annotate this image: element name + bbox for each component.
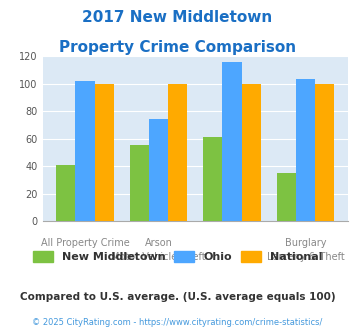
Bar (203, 137, 223, 221)
Bar (223, 62, 241, 221)
Text: Burglary: Burglary (285, 238, 326, 248)
Legend: New Middletown, Ohio, National: New Middletown, Ohio, National (28, 247, 327, 267)
Text: Compared to U.S. average. (U.S. average equals 100): Compared to U.S. average. (U.S. average … (20, 292, 335, 302)
Bar (315, 83, 334, 221)
Text: © 2025 CityRating.com - https://www.cityrating.com/crime-statistics/: © 2025 CityRating.com - https://www.city… (32, 318, 323, 327)
Bar (56, 165, 76, 221)
Bar (277, 173, 296, 221)
Bar (94, 83, 114, 221)
Text: Property Crime Comparison: Property Crime Comparison (59, 40, 296, 54)
Text: Motor Vehicle Theft: Motor Vehicle Theft (111, 252, 206, 262)
Bar (296, 80, 315, 221)
Text: Larceny & Theft: Larceny & Theft (267, 252, 344, 262)
Bar (168, 83, 187, 221)
Text: All Property Crime: All Property Crime (40, 238, 129, 248)
Text: Arson: Arson (144, 238, 173, 248)
Bar (130, 146, 149, 221)
Bar (149, 119, 168, 221)
Bar (76, 81, 94, 221)
Text: 2017 New Middletown: 2017 New Middletown (82, 10, 273, 25)
Bar (241, 83, 261, 221)
